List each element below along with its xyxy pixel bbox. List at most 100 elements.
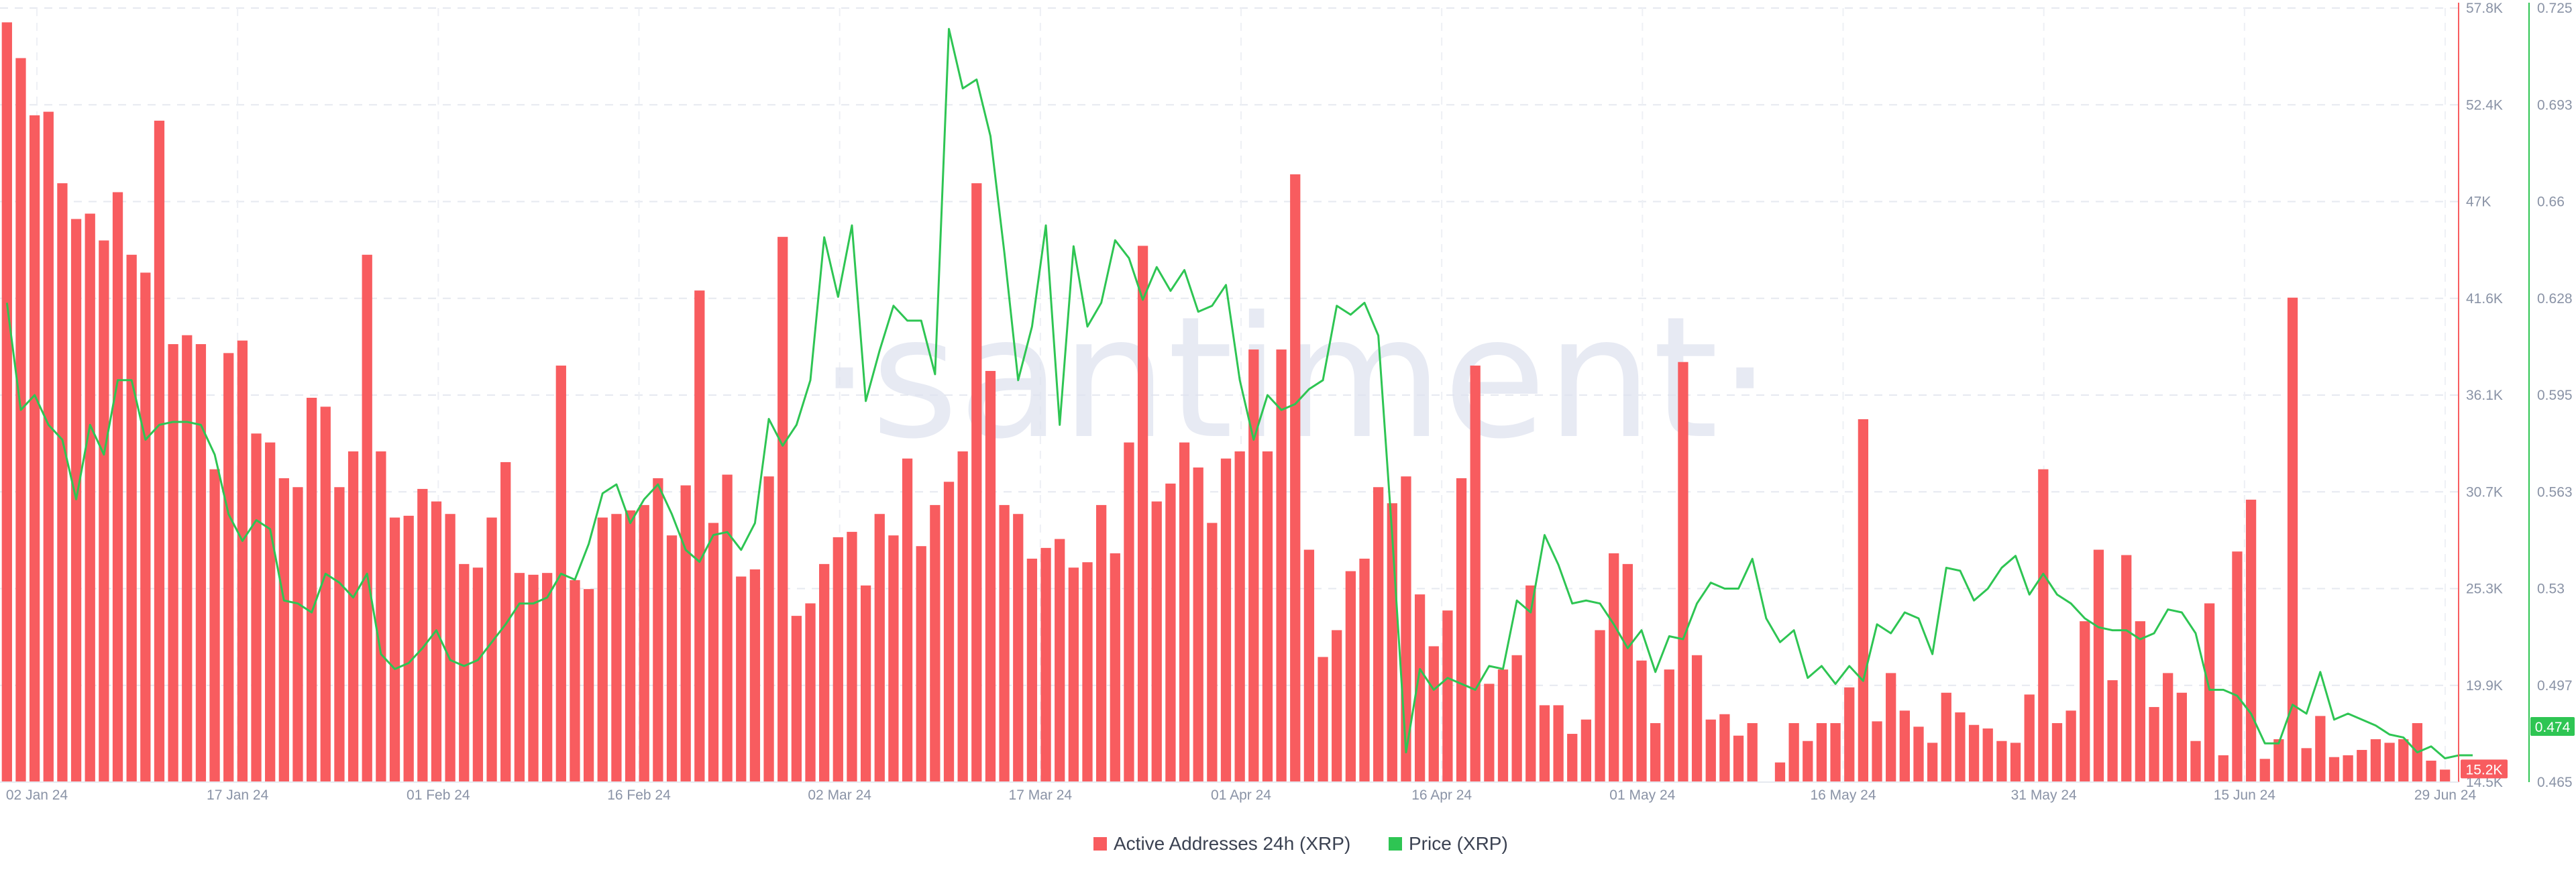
bar <box>1470 366 1481 782</box>
bar <box>1982 728 1993 782</box>
bar <box>639 504 649 782</box>
bar <box>847 531 857 782</box>
bar <box>1 22 12 783</box>
bar <box>833 537 843 782</box>
bar <box>791 616 802 782</box>
bar <box>1580 719 1592 782</box>
bar <box>431 501 442 782</box>
bar <box>2065 710 2076 782</box>
bar <box>2218 755 2229 782</box>
price-line <box>5 28 2473 759</box>
bar <box>1816 723 1827 782</box>
bar <box>209 469 220 782</box>
bar <box>1886 673 1896 782</box>
bar <box>486 517 497 782</box>
y-left-tick-label: 19.9K <box>2466 678 2503 694</box>
bar <box>57 183 68 782</box>
bar <box>126 254 137 782</box>
bar <box>1303 549 1315 782</box>
x-tick-label: 01 May 24 <box>1609 787 1675 803</box>
bar <box>1830 723 1841 782</box>
axes: 14.5K 19.9K 25.3K 30.7K 36.1K 41.6K 47K 52.4K 57… <box>0 1 2575 803</box>
bar <box>722 474 733 782</box>
bar <box>1248 349 1259 782</box>
bar <box>528 574 539 782</box>
bar <box>1927 743 1938 782</box>
bar <box>112 192 123 782</box>
bar <box>860 585 871 782</box>
legend-item-active-addresses[interactable]: Active Addresses 24h (XRP) <box>1093 833 1350 854</box>
bar <box>653 478 663 782</box>
bar <box>2010 743 2021 782</box>
bar <box>1234 451 1245 782</box>
bar <box>278 478 289 782</box>
y-right-tick-label: 0.563 <box>2537 484 2573 500</box>
bar <box>666 535 678 782</box>
bar <box>1290 174 1301 782</box>
legend-item-active-addresses-label: Active Addresses 24h (XRP) <box>1114 833 1350 854</box>
bar <box>1803 741 1813 782</box>
bar <box>1955 712 1966 782</box>
bar <box>1913 726 1924 782</box>
y-left-tick-label: 47K <box>2466 195 2491 210</box>
y-right-tick-label: 0.465 <box>2537 775 2573 790</box>
bar <box>417 488 428 782</box>
last-active-addresses-value: 15.2K <box>2466 762 2503 777</box>
bar <box>459 563 470 782</box>
bar <box>625 510 636 782</box>
bar <box>1193 467 1203 782</box>
bar <box>1262 451 1273 782</box>
y-left-tick-label: 57.8K <box>2466 1 2503 16</box>
bar <box>223 353 234 782</box>
bar <box>251 433 262 782</box>
last-price-badge <box>2530 717 2575 737</box>
bar <box>1484 684 1495 782</box>
bar <box>1442 610 1453 782</box>
bar <box>2190 741 2201 782</box>
bar <box>2038 469 2049 782</box>
bar <box>1497 669 1509 782</box>
bar <box>1539 705 1550 782</box>
bar <box>680 485 691 782</box>
x-tick-label: 01 Apr 24 <box>1211 787 1271 803</box>
bar <box>1553 705 1564 782</box>
bar <box>2426 761 2436 782</box>
bar <box>708 523 719 782</box>
bar <box>874 514 885 782</box>
bar <box>237 340 248 783</box>
bar <box>1110 553 1120 782</box>
bar <box>2149 707 2159 782</box>
bar <box>694 290 705 783</box>
bar <box>888 535 899 782</box>
bar <box>376 451 386 782</box>
bar <box>971 183 982 782</box>
x-tick-label: 16 Feb 24 <box>607 787 671 803</box>
bar <box>1788 723 1799 782</box>
bar <box>2176 692 2187 782</box>
bar <box>1691 655 1703 782</box>
bar <box>805 603 816 782</box>
bar <box>168 344 178 782</box>
bar <box>999 504 1010 782</box>
y-right-tick-label: 0.595 <box>2537 388 2573 403</box>
bar <box>2107 680 2118 782</box>
bar <box>2273 739 2284 782</box>
bar <box>1013 514 1024 782</box>
bar <box>542 573 553 782</box>
bar <box>1151 501 1162 782</box>
bar <box>1872 721 1882 782</box>
bar <box>1567 734 1578 782</box>
x-tick-label: 15 Jun 24 <box>2214 787 2276 803</box>
bar <box>265 442 276 782</box>
bar <box>182 335 193 783</box>
bar <box>1026 558 1038 782</box>
bar <box>777 237 788 782</box>
bar <box>2440 769 2451 782</box>
legend[interactable]: Active Addresses 24h (XRP) Price (XRP) <box>1093 833 1508 854</box>
bar <box>736 576 747 782</box>
legend-item-price[interactable]: Price (XRP) <box>1389 833 1508 854</box>
bar <box>1636 660 1647 782</box>
bar <box>2398 739 2409 782</box>
bar <box>2024 694 2035 782</box>
